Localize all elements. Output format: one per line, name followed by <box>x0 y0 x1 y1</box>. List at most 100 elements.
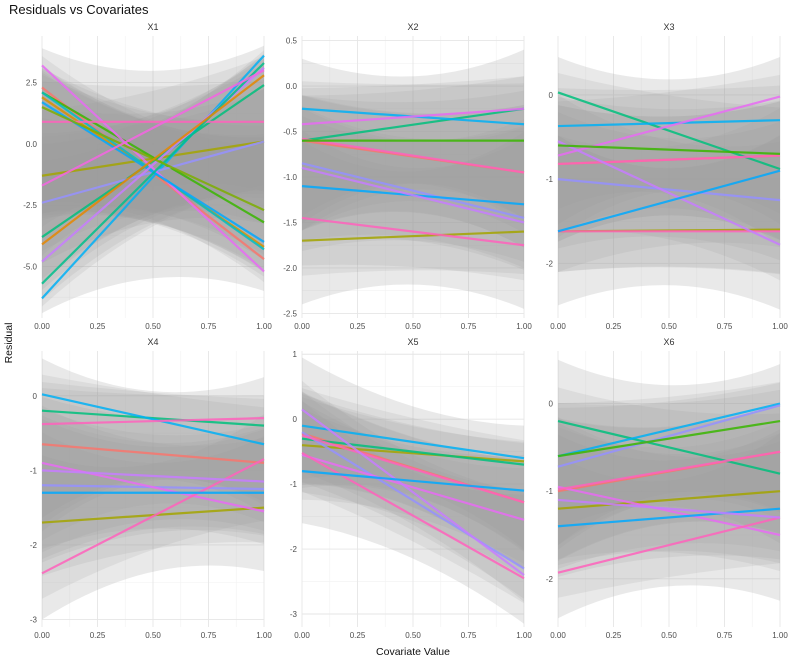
x-tick-label: 0.00 <box>34 631 50 640</box>
fit-line <box>301 453 525 521</box>
y-tick-label: 2.5 <box>26 79 38 88</box>
confidence-ribbon <box>558 135 780 275</box>
y-tick-label: 0.0 <box>26 140 38 149</box>
fit-line <box>301 470 525 492</box>
x-tick-label: 0.00 <box>294 322 310 331</box>
fit-line <box>41 458 265 575</box>
confidence-ribbon <box>42 408 264 553</box>
y-tick-label: 0 <box>293 415 298 424</box>
y-tick-label: -2.0 <box>283 264 297 273</box>
y-tick-label: 0.0 <box>286 82 298 91</box>
confidence-ribbon <box>558 96 780 240</box>
confidence-band <box>558 57 780 310</box>
confidence-ribbon <box>302 130 524 281</box>
y-tick-label: -0.5 <box>283 128 297 137</box>
x-tick-label: 1.00 <box>516 631 532 640</box>
fit-line <box>301 437 525 466</box>
y-tick-label: 1 <box>293 350 298 359</box>
confidence-ribbon <box>558 389 780 546</box>
confidence-ribbon <box>558 416 780 572</box>
y-tick-label: 0 <box>549 91 554 100</box>
fit-line <box>557 169 781 233</box>
fit-line <box>301 107 525 126</box>
confidence-ribbon <box>558 422 780 566</box>
confidence-ribbon <box>42 387 264 532</box>
fit-line <box>41 69 265 187</box>
x-tick-label: 0.00 <box>550 631 566 640</box>
fit-line <box>557 490 781 510</box>
fit-line <box>301 216 525 247</box>
x-tick-label: 0.50 <box>145 322 161 331</box>
confidence-band <box>42 358 264 620</box>
fit-line <box>41 461 265 513</box>
x-tick-label: 0.50 <box>405 631 421 640</box>
x-tick-label: 0.25 <box>606 322 622 331</box>
fit-line <box>41 443 265 464</box>
facet-label: X6 <box>663 337 674 347</box>
confidence-ribbon <box>558 433 780 598</box>
y-tick-label: -1 <box>546 487 554 496</box>
x-tick-label: 0.75 <box>717 631 733 640</box>
facet-panels: X10.00 0.25 0.50 0.75 1.002.50.0-2.5-5.0X20.… <box>23 22 788 640</box>
x-tick-label: 1.00 <box>256 631 272 640</box>
facet-label: X1 <box>147 22 158 32</box>
fit-line <box>557 119 781 128</box>
fit-line <box>557 450 781 491</box>
facet-label: X5 <box>407 337 418 347</box>
x-tick-label: 0.25 <box>350 322 366 331</box>
fit-line <box>301 162 525 220</box>
y-tick-label: 0 <box>549 400 554 409</box>
confidence-ribbon <box>302 396 524 551</box>
y-tick-label: -1 <box>290 480 298 489</box>
y-tick-label: 0.5 <box>286 37 298 46</box>
y-tick-label: -2 <box>290 545 298 554</box>
fit-line <box>557 154 781 166</box>
x-tick-label: 0.50 <box>661 631 677 640</box>
fit-line <box>41 469 265 483</box>
confidence-band <box>42 45 264 314</box>
y-axis-label: Residual <box>3 323 15 364</box>
x-tick-label: 0.75 <box>201 631 217 640</box>
y-tick-label: -1.0 <box>283 173 297 182</box>
fit-line <box>557 507 781 528</box>
x-tick-label: 1.00 <box>772 322 788 331</box>
fit-line <box>41 54 265 300</box>
confidence-ribbon <box>558 101 780 242</box>
confidence-ribbon <box>558 382 780 551</box>
x-tick-label: 1.00 <box>516 322 532 331</box>
y-tick-label: 0 <box>33 392 38 401</box>
y-tick-label: -2 <box>30 541 38 550</box>
y-tick-label: -5.0 <box>23 263 37 272</box>
x-tick-label: 0.25 <box>350 631 366 640</box>
x-axis-label: Covariate Value <box>376 646 450 658</box>
y-tick-label: -3 <box>30 616 38 625</box>
fit-line <box>557 178 781 202</box>
chart-title: Residuals vs Covariates <box>9 2 149 17</box>
y-tick-label: -1 <box>546 175 554 184</box>
fit-line <box>41 64 265 273</box>
confidence-band <box>558 359 780 619</box>
confidence-band <box>302 357 524 624</box>
facet-label: X3 <box>663 22 674 32</box>
x-tick-label: 0.50 <box>145 631 161 640</box>
fit-line <box>301 424 525 460</box>
confidence-ribbon <box>558 429 780 577</box>
y-tick-label: -2.5 <box>283 309 297 318</box>
x-tick-label: 0.50 <box>405 322 421 331</box>
confidence-ribbon <box>558 101 780 242</box>
confidence-ribbon <box>302 76 524 231</box>
fit-line <box>41 91 265 224</box>
panel-x4: X4 0.00 0.25 0.50 0.75 1.00 0 -1 -2 -3 <box>30 337 272 640</box>
y-tick-label: -1.5 <box>283 218 297 227</box>
fit-line <box>41 74 265 246</box>
fit-line <box>301 431 525 570</box>
fit-line <box>301 166 525 224</box>
confidence-ribbon <box>42 414 264 599</box>
x-tick-label: 0.25 <box>90 631 106 640</box>
fit-line <box>557 95 781 157</box>
y-tick-label: -1 <box>30 466 38 475</box>
facet-label: X2 <box>407 22 418 32</box>
fit-line <box>301 230 525 242</box>
confidence-ribbon <box>42 374 264 519</box>
